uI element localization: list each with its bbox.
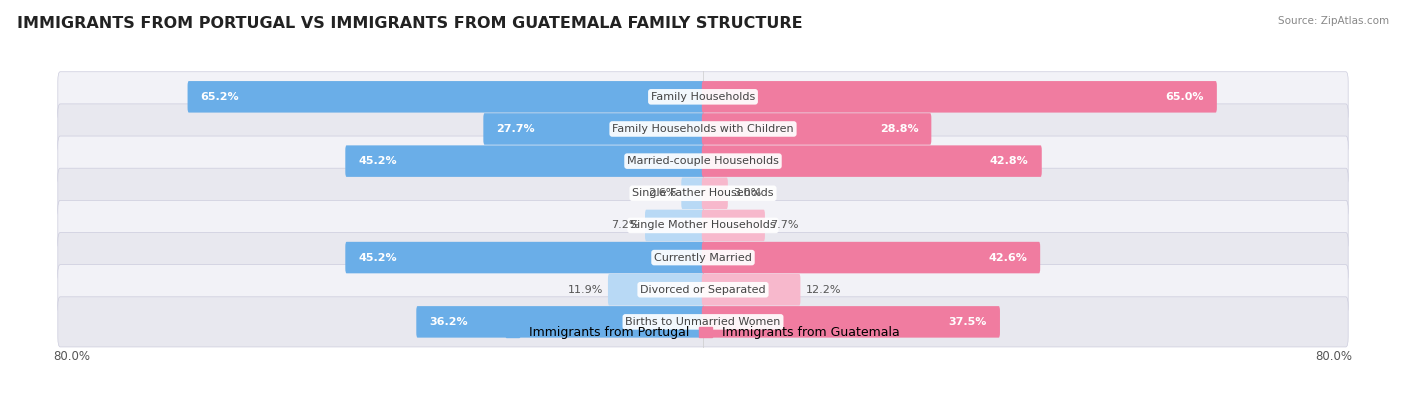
- Text: Single Father Households: Single Father Households: [633, 188, 773, 198]
- FancyBboxPatch shape: [702, 177, 728, 209]
- Text: Divorced or Separated: Divorced or Separated: [640, 285, 766, 295]
- Text: 27.7%: 27.7%: [496, 124, 534, 134]
- FancyBboxPatch shape: [58, 297, 1348, 347]
- Text: 36.2%: 36.2%: [429, 317, 468, 327]
- Text: Births to Unmarried Women: Births to Unmarried Women: [626, 317, 780, 327]
- Text: 42.6%: 42.6%: [988, 252, 1028, 263]
- FancyBboxPatch shape: [187, 81, 704, 113]
- Text: Single Mother Households: Single Mother Households: [630, 220, 776, 230]
- Text: Currently Married: Currently Married: [654, 252, 752, 263]
- Text: 45.2%: 45.2%: [359, 252, 396, 263]
- Text: Source: ZipAtlas.com: Source: ZipAtlas.com: [1278, 16, 1389, 26]
- Text: 7.2%: 7.2%: [612, 220, 640, 230]
- FancyBboxPatch shape: [58, 265, 1348, 315]
- FancyBboxPatch shape: [58, 136, 1348, 186]
- Text: 7.7%: 7.7%: [770, 220, 799, 230]
- FancyBboxPatch shape: [346, 145, 704, 177]
- Text: 37.5%: 37.5%: [949, 317, 987, 327]
- FancyBboxPatch shape: [58, 72, 1348, 122]
- FancyBboxPatch shape: [645, 210, 704, 241]
- FancyBboxPatch shape: [607, 274, 704, 305]
- Text: 2.6%: 2.6%: [648, 188, 676, 198]
- FancyBboxPatch shape: [702, 81, 1216, 113]
- FancyBboxPatch shape: [58, 168, 1348, 218]
- Text: 12.2%: 12.2%: [806, 285, 841, 295]
- FancyBboxPatch shape: [58, 200, 1348, 250]
- FancyBboxPatch shape: [702, 210, 765, 241]
- FancyBboxPatch shape: [702, 113, 931, 145]
- Legend: Immigrants from Portugal, Immigrants from Guatemala: Immigrants from Portugal, Immigrants fro…: [502, 321, 904, 344]
- FancyBboxPatch shape: [702, 242, 1040, 273]
- FancyBboxPatch shape: [702, 145, 1042, 177]
- FancyBboxPatch shape: [702, 274, 800, 305]
- Text: 45.2%: 45.2%: [359, 156, 396, 166]
- FancyBboxPatch shape: [682, 177, 704, 209]
- Text: 42.8%: 42.8%: [990, 156, 1029, 166]
- FancyBboxPatch shape: [702, 306, 1000, 338]
- Text: Family Households: Family Households: [651, 92, 755, 102]
- Text: 28.8%: 28.8%: [880, 124, 918, 134]
- Text: 65.0%: 65.0%: [1166, 92, 1204, 102]
- FancyBboxPatch shape: [346, 242, 704, 273]
- FancyBboxPatch shape: [416, 306, 704, 338]
- Text: 65.2%: 65.2%: [201, 92, 239, 102]
- FancyBboxPatch shape: [58, 104, 1348, 154]
- Text: Family Households with Children: Family Households with Children: [612, 124, 794, 134]
- Text: 3.0%: 3.0%: [733, 188, 761, 198]
- FancyBboxPatch shape: [58, 233, 1348, 283]
- FancyBboxPatch shape: [484, 113, 704, 145]
- Text: Married-couple Households: Married-couple Households: [627, 156, 779, 166]
- Text: 11.9%: 11.9%: [568, 285, 603, 295]
- Text: IMMIGRANTS FROM PORTUGAL VS IMMIGRANTS FROM GUATEMALA FAMILY STRUCTURE: IMMIGRANTS FROM PORTUGAL VS IMMIGRANTS F…: [17, 16, 803, 31]
